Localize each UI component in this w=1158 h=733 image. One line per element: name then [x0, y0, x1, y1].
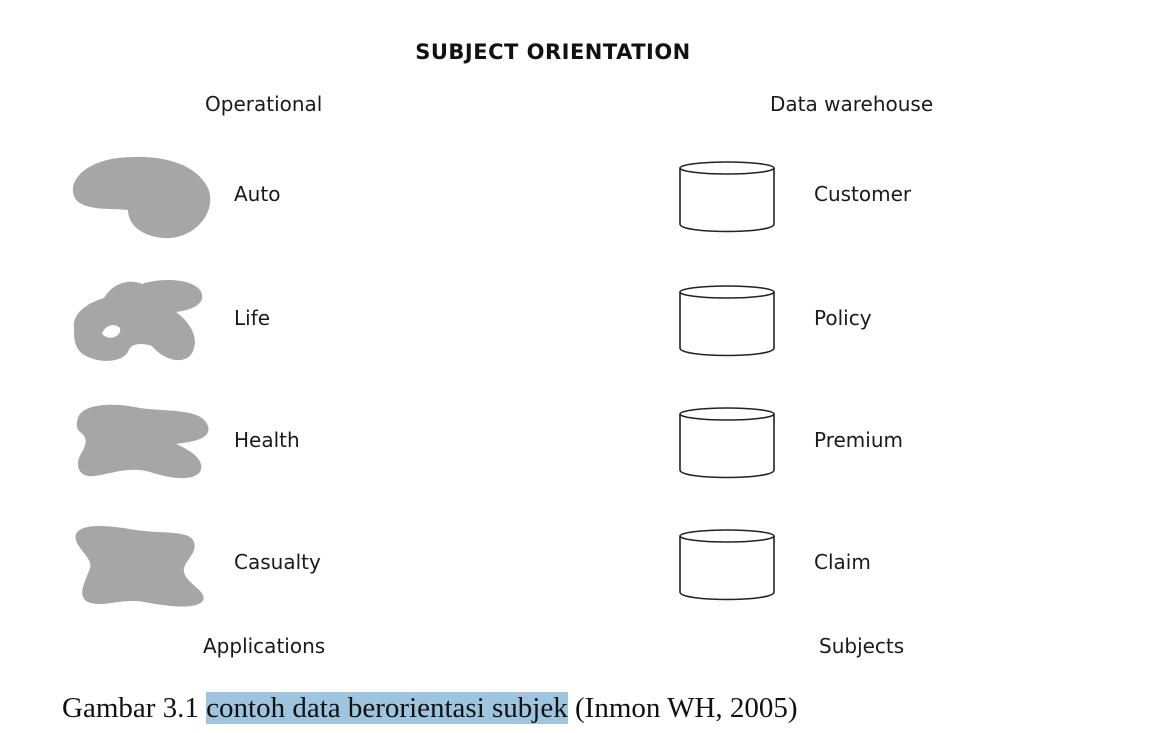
premium-subject-cylinder — [679, 407, 775, 479]
caption-prefix: Gambar 3.1 — [62, 692, 207, 724]
subject-label-customer: Customer — [814, 182, 912, 206]
figure-caption: Gambar 3.1 contoh data berorientasi subj… — [62, 692, 798, 725]
subjects-footer: Subjects — [819, 634, 905, 658]
application-label-auto: Auto — [234, 182, 281, 206]
auto-application-shape — [72, 156, 211, 239]
subject-label-premium: Premium — [814, 428, 903, 452]
policy-subject-cylinder — [679, 285, 775, 357]
subject-label-policy: Policy — [814, 306, 872, 330]
application-label-life: Life — [234, 306, 271, 330]
customer-subject-cylinder — [679, 161, 775, 233]
application-label-health: Health — [234, 428, 300, 452]
applications-footer: Applications — [203, 634, 326, 658]
warehouse-heading: Data warehouse — [770, 92, 934, 116]
diagram-title: SUBJECT ORIENTATION — [415, 40, 691, 64]
application-label-casualty: Casualty — [234, 550, 321, 574]
caption-highlight: contoh data berorientasi subjek — [206, 692, 568, 724]
subject-label-claim: Claim — [814, 550, 871, 574]
operational-heading: Operational — [205, 92, 323, 116]
life-application-shape — [73, 280, 203, 361]
claim-subject-cylinder — [679, 529, 775, 601]
health-application-shape — [76, 404, 209, 479]
caption-suffix: (Inmon WH, 2005) — [567, 692, 798, 724]
casualty-application-shape — [75, 526, 204, 607]
